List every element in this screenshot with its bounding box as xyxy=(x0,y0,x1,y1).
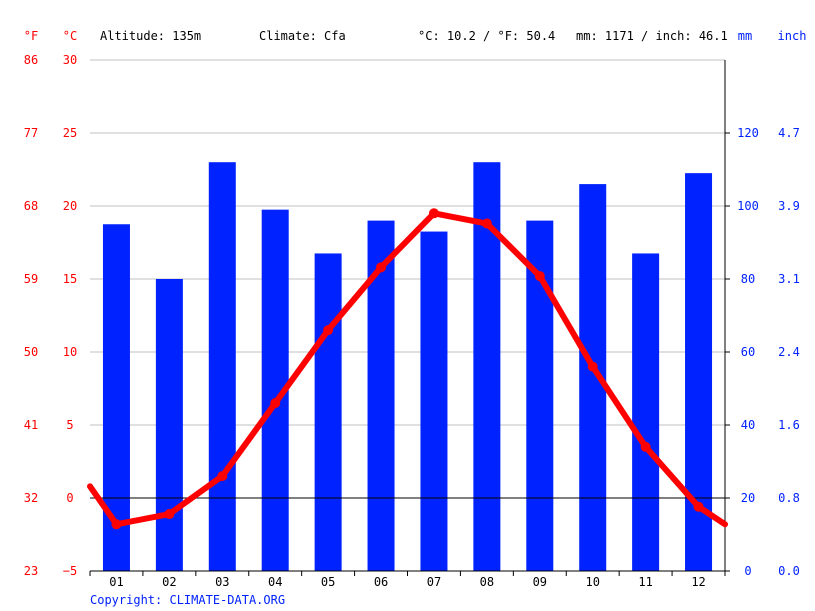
temperature-point xyxy=(428,208,439,219)
inch-tick-label: 3.9 xyxy=(778,199,800,213)
inch-tick-label: 2.4 xyxy=(778,345,800,359)
temperature-point xyxy=(534,271,545,282)
x-tick-label: 07 xyxy=(427,575,441,589)
precipitation-bar xyxy=(208,162,236,571)
temperature-line-path xyxy=(87,210,728,528)
fahrenheit-tick-label: 68 xyxy=(24,199,38,213)
average-temperature-label: °C: 10.2 / °F: 50.4 xyxy=(418,29,555,43)
inch-tick-label: 1.6 xyxy=(778,418,800,432)
mm-tick-label: 40 xyxy=(741,418,755,432)
celsius-tick-label: 15 xyxy=(63,272,77,286)
x-tick-label: 11 xyxy=(638,575,652,589)
celsius-tick-label: 30 xyxy=(63,53,77,67)
x-tick-label: 03 xyxy=(215,575,229,589)
celsius-unit-label: °C xyxy=(63,29,77,43)
x-tick-label: 04 xyxy=(268,575,282,589)
mm-tick-label: 80 xyxy=(741,272,755,286)
temperature-point xyxy=(693,501,704,512)
climate-label: Climate: Cfa xyxy=(259,29,346,43)
inch-tick-label: 3.1 xyxy=(778,272,800,286)
temperature-point xyxy=(164,509,175,520)
x-tick-label: 05 xyxy=(321,575,335,589)
celsius-tick-label: 0 xyxy=(66,491,73,505)
mm-unit-label: mm xyxy=(738,29,752,43)
fahrenheit-tick-label: 32 xyxy=(24,491,38,505)
precipitation-bars xyxy=(102,162,713,572)
x-tick-label: 09 xyxy=(533,575,547,589)
mm-tick-label: 0 xyxy=(744,564,751,578)
mm-tick-label: 120 xyxy=(737,126,759,140)
x-tick-label: 01 xyxy=(109,575,123,589)
copyright-label: Copyright: CLIMATE-DATA.ORG xyxy=(90,593,285,607)
precipitation-bar xyxy=(102,224,130,571)
inch-unit-label: inch xyxy=(778,29,807,43)
temperature-point xyxy=(270,398,281,409)
fahrenheit-tick-label: 77 xyxy=(24,126,38,140)
precipitation-bar xyxy=(632,253,660,571)
fahrenheit-tick-label: 23 xyxy=(24,564,38,578)
x-tick-label: 12 xyxy=(691,575,705,589)
mm-tick-label: 20 xyxy=(741,491,755,505)
precipitation-bar xyxy=(155,279,183,571)
temperature-line xyxy=(87,208,728,530)
celsius-tick-label: 20 xyxy=(63,199,77,213)
fahrenheit-tick-label: 86 xyxy=(24,53,38,67)
axes xyxy=(89,60,730,576)
x-tick-label: 10 xyxy=(585,575,599,589)
celsius-tick-label: −5 xyxy=(63,564,77,578)
altitude-label: Altitude: 135m xyxy=(100,29,201,43)
x-tick-label: 06 xyxy=(374,575,388,589)
fahrenheit-tick-label: 41 xyxy=(24,418,38,432)
celsius-tick-label: 10 xyxy=(63,345,77,359)
temperature-point xyxy=(481,218,492,229)
x-tick-label: 02 xyxy=(162,575,176,589)
celsius-tick-label: 5 xyxy=(66,418,73,432)
temperature-point xyxy=(376,262,387,273)
inch-tick-label: 0.8 xyxy=(778,491,800,505)
precipitation-bar xyxy=(420,231,448,572)
temperature-point xyxy=(323,325,334,336)
fahrenheit-tick-label: 59 xyxy=(24,272,38,286)
x-tick-label: 08 xyxy=(480,575,494,589)
precipitation-bar xyxy=(314,253,342,571)
temperature-point xyxy=(640,441,651,452)
celsius-tick-label: 25 xyxy=(63,126,77,140)
temperature-point xyxy=(217,471,228,482)
annual-precipitation-label: mm: 1171 / inch: 46.1 xyxy=(576,29,728,43)
mm-tick-label: 100 xyxy=(737,199,759,213)
inch-tick-label: 4.7 xyxy=(778,126,800,140)
mm-tick-label: 60 xyxy=(741,345,755,359)
inch-tick-label: 0.0 xyxy=(778,564,800,578)
temperature-point xyxy=(587,361,598,372)
fahrenheit-tick-label: 50 xyxy=(24,345,38,359)
precipitation-bar xyxy=(367,220,395,571)
temperature-point xyxy=(111,519,122,530)
grid-lines xyxy=(90,59,725,426)
fahrenheit-unit-label: °F xyxy=(24,29,38,43)
